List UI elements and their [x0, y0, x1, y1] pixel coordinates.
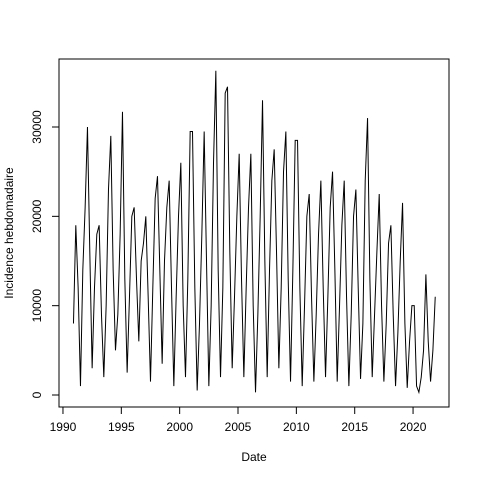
- x-tick-label: 1995: [108, 420, 135, 434]
- x-tick-label: 1990: [50, 420, 77, 434]
- y-tick-label: 0: [30, 391, 44, 398]
- plot-frame: [58, 58, 450, 408]
- x-tick-label: 2005: [225, 420, 252, 434]
- x-axis-label: Date: [241, 450, 267, 464]
- y-tick-label: 10000: [30, 289, 44, 323]
- series-line: [72, 70, 436, 395]
- x-tick-label: 2020: [400, 420, 427, 434]
- x-tick-label: 2015: [341, 420, 368, 434]
- y-tick-label: 30000: [30, 110, 44, 144]
- x-tick-label: 2010: [283, 420, 310, 434]
- y-axis-label: Incidence hebdomadaire: [2, 167, 16, 299]
- x-tick-label: 2000: [166, 420, 193, 434]
- y-tick-label: 20000: [30, 199, 44, 233]
